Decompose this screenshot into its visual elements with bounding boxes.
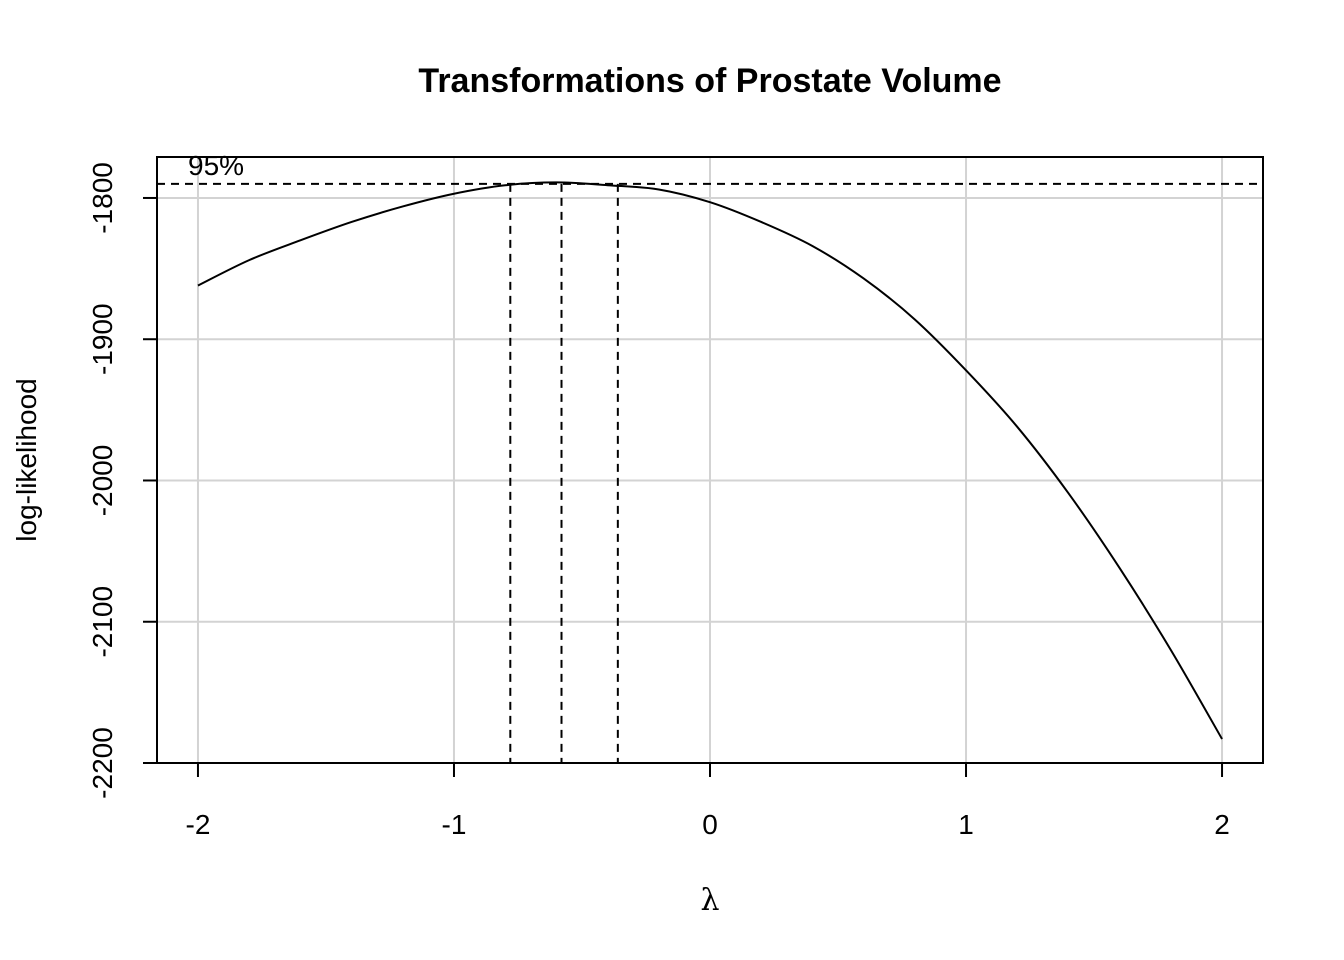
ci-label: 95% xyxy=(188,150,244,181)
confidence-interval-lines xyxy=(157,182,1263,763)
x-tick-label-1: -1 xyxy=(442,809,467,840)
y-axis: -2200 -2100 -2000 -1900 -1800 xyxy=(87,162,157,799)
y-tick-label-2: -2000 xyxy=(87,445,118,517)
x-tick-label-0: -2 xyxy=(186,809,211,840)
chart-title: Transformations of Prostate Volume xyxy=(418,62,1001,100)
gridlines xyxy=(157,157,1263,764)
x-axis: -2 -1 0 1 2 xyxy=(186,763,1230,840)
y-tick-label-4: -1800 xyxy=(87,162,118,234)
y-tick-label-0: -2200 xyxy=(87,727,118,799)
x-axis-label: λ xyxy=(700,883,719,918)
y-axis-label: log-likelihood xyxy=(11,378,42,541)
x-tick-label-4: 2 xyxy=(1214,809,1230,840)
log-likelihood-curve xyxy=(197,181,1223,740)
x-tick-label-2: 0 xyxy=(702,809,718,840)
x-tick-label-3: 1 xyxy=(958,809,974,840)
y-tick-label-3: -1900 xyxy=(87,303,118,375)
y-tick-label-1: -2100 xyxy=(87,586,118,658)
